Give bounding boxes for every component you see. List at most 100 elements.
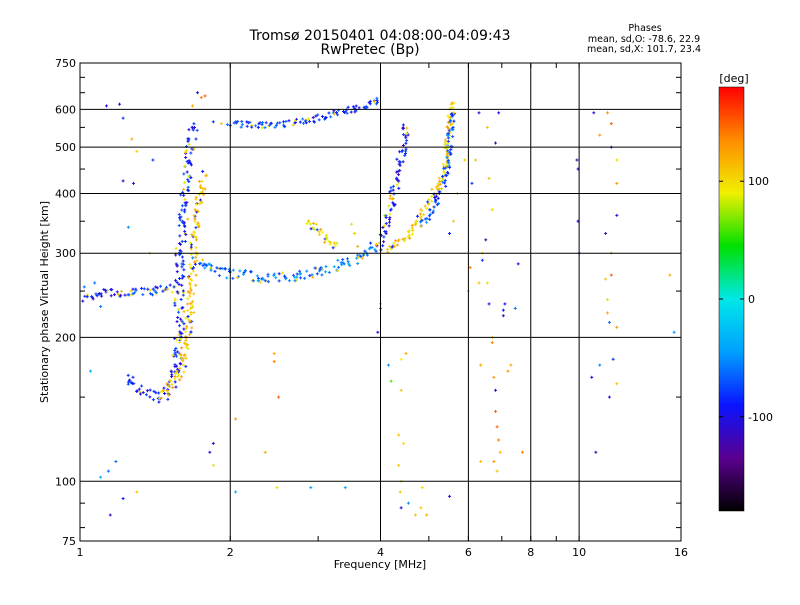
- data-point: [245, 124, 249, 128]
- data-point: [668, 273, 672, 277]
- data-point: [348, 264, 352, 268]
- data-point: [365, 253, 369, 257]
- data-point: [400, 148, 404, 152]
- data-point: [188, 319, 192, 323]
- data-point: [615, 325, 619, 329]
- data-point: [342, 262, 346, 266]
- data-point: [477, 111, 481, 115]
- data-point: [323, 270, 327, 274]
- data-point: [178, 378, 182, 382]
- data-point: [199, 96, 203, 100]
- data-point: [119, 293, 123, 297]
- data-point: [182, 357, 186, 361]
- data-point: [234, 417, 238, 421]
- data-point: [419, 506, 423, 510]
- data-point: [189, 302, 193, 306]
- y-tick-label: 600: [55, 103, 76, 116]
- data-point: [355, 256, 359, 260]
- data-point: [174, 371, 178, 375]
- data-point: [166, 397, 170, 401]
- data-point: [575, 158, 579, 162]
- data-point: [174, 253, 178, 257]
- data-point: [277, 279, 281, 283]
- data-point: [154, 391, 158, 395]
- data-point: [163, 392, 167, 396]
- data-point: [192, 311, 196, 315]
- data-point: [445, 125, 449, 129]
- data-point: [201, 190, 205, 194]
- data-point: [248, 120, 252, 124]
- data-point: [446, 170, 450, 174]
- data-point: [131, 287, 135, 291]
- data-point: [193, 220, 197, 224]
- data-point: [239, 125, 243, 129]
- data-point: [327, 111, 331, 115]
- data-point: [175, 290, 179, 294]
- data-point: [188, 294, 192, 298]
- data-point: [175, 270, 179, 274]
- data-point: [213, 269, 217, 273]
- data-point: [367, 247, 371, 251]
- data-point: [174, 354, 178, 358]
- data-point: [148, 395, 152, 399]
- data-point: [323, 240, 327, 244]
- data-point: [184, 316, 188, 320]
- x-tick-label: 2: [227, 546, 234, 559]
- data-point: [170, 290, 174, 294]
- data-point: [419, 224, 423, 228]
- data-point: [172, 285, 176, 289]
- data-point: [234, 490, 238, 494]
- data-point: [192, 122, 196, 126]
- data-point: [506, 369, 510, 373]
- data-point: [398, 163, 402, 167]
- data-point: [363, 249, 367, 253]
- data-point: [171, 386, 175, 390]
- data-point: [182, 262, 186, 266]
- data-point: [392, 244, 396, 248]
- data-point: [323, 116, 327, 120]
- data-point: [161, 289, 165, 293]
- data-point: [419, 220, 423, 224]
- data-point: [126, 373, 130, 377]
- data-point: [479, 363, 483, 367]
- data-point: [448, 231, 452, 235]
- data-point: [419, 215, 423, 219]
- data-point: [201, 169, 205, 173]
- data-point: [179, 331, 183, 335]
- data-point: [410, 223, 414, 227]
- data-point: [215, 266, 219, 270]
- data-point: [429, 195, 433, 199]
- data-point: [315, 228, 319, 232]
- data-point: [182, 310, 186, 314]
- data-point: [284, 277, 288, 281]
- data-point: [281, 120, 285, 124]
- data-point: [140, 286, 144, 290]
- data-point: [485, 281, 489, 285]
- data-point: [191, 304, 195, 308]
- data-point: [310, 273, 314, 277]
- data-point: [186, 178, 190, 182]
- data-point: [497, 111, 501, 115]
- data-point: [183, 239, 187, 243]
- data-point: [170, 383, 174, 387]
- data-point: [404, 147, 408, 151]
- data-point: [426, 200, 430, 204]
- data-point: [175, 263, 179, 267]
- data-point: [141, 293, 145, 297]
- data-point: [234, 121, 238, 125]
- data-point: [159, 284, 163, 288]
- data-point: [190, 300, 194, 304]
- data-point: [498, 450, 502, 454]
- data-point: [335, 110, 339, 114]
- data-point: [185, 325, 189, 329]
- data-point: [606, 111, 610, 115]
- data-point: [607, 395, 611, 399]
- data-point: [446, 158, 450, 162]
- data-point: [201, 258, 205, 262]
- data-point: [263, 126, 267, 130]
- data-point: [89, 369, 93, 373]
- data-point: [606, 311, 610, 315]
- data-point: [188, 161, 192, 165]
- data-point: [444, 138, 448, 142]
